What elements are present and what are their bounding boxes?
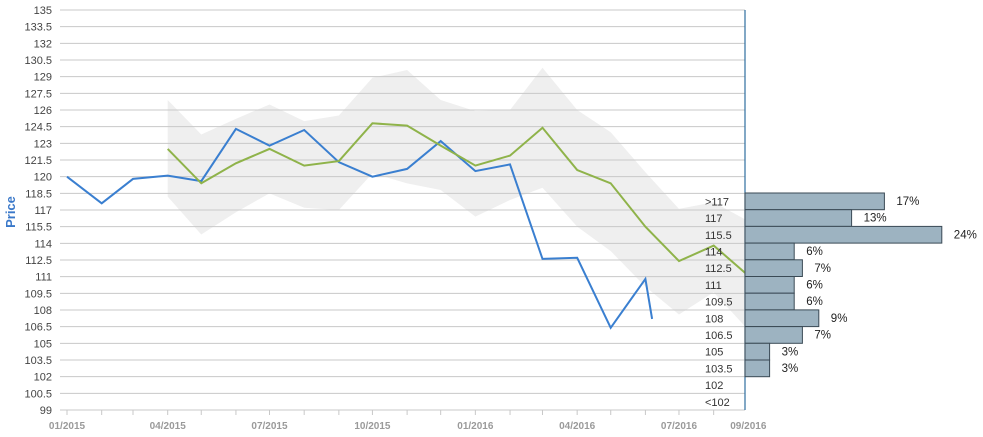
y-tick-label: 126 — [34, 105, 52, 117]
x-tick-label: 07/2016 — [661, 421, 698, 432]
series-line-forecast — [166, 122, 752, 278]
distribution-bar — [744, 309, 820, 328]
x-tick-label: 10/2015 — [354, 421, 391, 432]
y-tick-label: 99 — [40, 405, 52, 417]
y-tick-label: 105 — [34, 338, 52, 350]
y-tick-label: 115.5 — [25, 222, 52, 234]
distribution-pct-label: 7% — [814, 263, 831, 275]
y-axis-title: Price — [3, 196, 18, 228]
y-tick-label: 127.5 — [24, 88, 52, 100]
distribution-pct-label: 9% — [831, 313, 848, 325]
y-tick-label: 132 — [34, 38, 52, 50]
y-tick-label: 102 — [34, 372, 52, 384]
distribution-histogram: >117 17% 117 13% 115.5 24% 114 6% 112.5 7% 111 6% 10… — [705, 192, 977, 409]
y-tick-label: 103.5 — [24, 355, 52, 367]
series-line-actual — [66, 127, 654, 330]
distribution-pct-label: 24% — [954, 229, 977, 241]
y-tick-label: 109.5 — [24, 288, 52, 300]
distribution-pct-label: 13% — [864, 213, 887, 225]
distribution-pct-label: 3% — [782, 363, 799, 375]
y-tick-label: 121.5 — [24, 155, 52, 167]
y-tick-label: 114 — [34, 238, 52, 250]
x-tick-label: 07/2015 — [251, 421, 288, 432]
x-tick-label: 04/2015 — [150, 421, 187, 432]
distribution-level-label: 102 — [705, 380, 723, 392]
distribution-bar — [744, 259, 803, 277]
distribution-bar — [744, 209, 853, 227]
distribution-level-label: >117 — [705, 196, 729, 208]
distribution-level-label: 109.5 — [705, 297, 733, 309]
y-axis: 135 133.5 132 130.5 129 127.5 126 124.5 123 121.5… — [24, 5, 746, 417]
distribution-level-label: 108 — [705, 313, 723, 325]
x-tick-label: 09/2016 — [730, 421, 767, 432]
distribution-bar — [744, 225, 943, 244]
distribution-bar — [744, 276, 795, 294]
distribution-level-label: 114 — [705, 246, 723, 258]
distribution-bar — [744, 326, 803, 344]
y-tick-label: 111 — [35, 272, 52, 284]
y-tick-label: 120 — [34, 172, 52, 184]
confidence-band — [167, 67, 749, 331]
y-tick-label: 129 — [34, 72, 52, 84]
distribution-bar — [744, 292, 795, 311]
y-tick-label: 133.5 — [24, 22, 52, 34]
distribution-pct-label: 17% — [896, 196, 919, 208]
distribution-pct-label: 6% — [806, 296, 823, 308]
y-tick-label: 117 — [34, 205, 52, 217]
y-tick-label: 124.5 — [24, 122, 52, 134]
distribution-level-label: 103.5 — [705, 363, 733, 375]
y-tick-label: 130.5 — [24, 55, 52, 67]
distribution-bar — [744, 242, 795, 261]
distribution-level-label: 106.5 — [705, 330, 733, 342]
x-tick-label: 04/2016 — [559, 421, 596, 432]
y-tick-label: 108 — [34, 305, 52, 317]
x-tick-label: 01/2016 — [457, 421, 494, 432]
distribution-pct-label: 3% — [782, 346, 799, 358]
gridlines — [60, 9, 745, 411]
distribution-bar — [744, 359, 771, 378]
distribution-level-label: 111 — [705, 280, 722, 292]
distribution-level-label: <102 — [705, 397, 730, 409]
y-tick-label: 135 — [34, 5, 52, 17]
distribution-level-label: 115.5 — [705, 230, 732, 242]
distribution-bar — [744, 342, 771, 361]
distribution-pct-label: 7% — [814, 330, 831, 342]
y-tick-label: 123 — [34, 138, 52, 150]
distribution-level-label: 105 — [705, 347, 723, 359]
distribution-pct-label: 6% — [806, 280, 823, 292]
y-tick-label: 112.5 — [25, 255, 52, 267]
distribution-pct-label: 6% — [806, 246, 823, 258]
y-tick-label: 118.5 — [25, 188, 52, 200]
y-tick-label: 106.5 — [24, 322, 52, 334]
distribution-bar — [744, 192, 885, 211]
confidence-band-layer — [167, 67, 749, 331]
distribution-level-label: 112.5 — [705, 263, 732, 275]
x-axis: 01/2015 04/2015 07/2015 10/2015 01/2016 04/20… — [49, 410, 767, 432]
distribution-level-label: 117 — [705, 213, 723, 225]
series-layer — [66, 122, 752, 330]
x-tick-label: 01/2015 — [49, 421, 86, 432]
y-tick-label: 100.5 — [24, 388, 52, 400]
